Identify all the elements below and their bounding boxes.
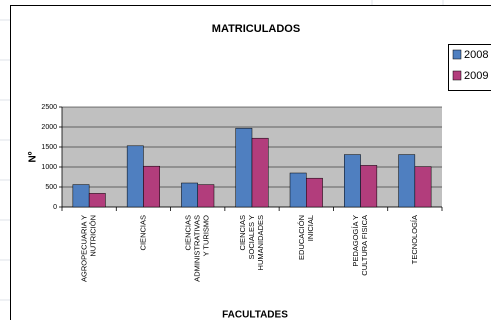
x-tick-label: CIENCIASADMINISTRATIVASY TURISMO	[184, 215, 211, 282]
bar	[143, 165, 160, 208]
x-tick-label: CIENCIASSOCIALES YHUMANIDADES	[238, 215, 265, 270]
bar	[72, 184, 90, 208]
x-tick-label: TECNOLOGÍA	[410, 215, 419, 264]
x-tick-label: AGROPECUARIA YNUTRICIÓN	[80, 215, 98, 282]
bar	[414, 166, 432, 208]
legend-label: 2009	[464, 70, 488, 82]
legend-label: 2008	[464, 49, 488, 61]
legend-swatch	[452, 49, 462, 60]
bar	[289, 172, 307, 208]
y-tick-label: 500	[45, 184, 57, 191]
bar	[398, 154, 416, 208]
bar	[88, 193, 106, 208]
bar	[181, 182, 198, 208]
bar	[197, 184, 215, 208]
y-axis-label: Nº	[28, 151, 39, 162]
x-tick-label: PEDAGOGÍA YCULTURA FISICA	[351, 215, 369, 276]
chart-title: MATRICULADOS	[212, 23, 300, 35]
bar	[344, 154, 361, 208]
bar	[126, 145, 144, 208]
y-tick-label: 2000	[41, 124, 57, 131]
bar	[360, 165, 378, 208]
x-axis-label: FACULTADES	[222, 310, 288, 320]
legend-swatch	[452, 70, 462, 81]
bar	[251, 137, 269, 208]
bar	[306, 177, 323, 208]
x-tick-label: CIENCIAS	[138, 215, 147, 250]
sheet-grid	[0, 0, 444, 301]
bar	[235, 127, 253, 208]
y-tick-label: 1000	[41, 164, 57, 171]
y-tick-label: 1500	[41, 144, 57, 151]
x-tick-label: EDUCACIÓNINICIAL	[297, 215, 315, 260]
y-tick-label: 2500	[41, 104, 57, 111]
y-tick-label: 0	[53, 204, 57, 211]
